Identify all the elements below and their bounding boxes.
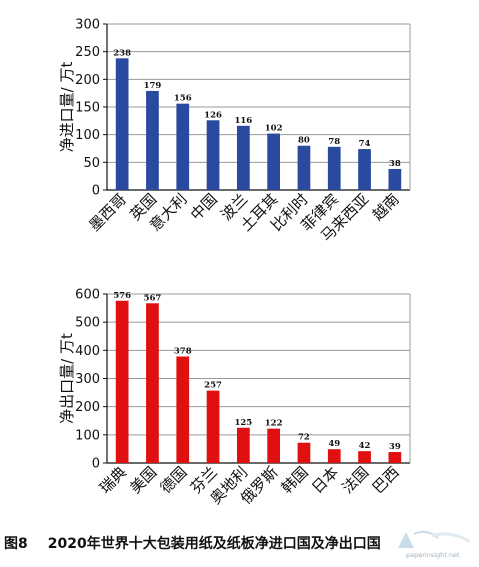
bar <box>297 145 311 190</box>
bar <box>115 58 129 190</box>
y-tick-label: 150 <box>75 101 100 116</box>
y-tick-label: 500 <box>75 316 100 331</box>
y-tick-label: 400 <box>75 344 100 359</box>
x-tick-label: 法国 <box>338 463 372 497</box>
data-label: 78 <box>328 137 340 147</box>
y-tick-label: 200 <box>75 73 100 88</box>
figure-number: 图8 <box>4 536 28 552</box>
watermark-logo-icon <box>398 530 471 548</box>
data-label: 156 <box>174 94 192 104</box>
bar <box>236 125 250 190</box>
data-label: 102 <box>265 124 283 134</box>
x-tick-label: 德国 <box>157 463 191 497</box>
y-tick-label: 100 <box>75 128 100 143</box>
data-label: 49 <box>328 439 340 449</box>
bar <box>115 300 129 463</box>
x-tick-label: 巴西 <box>369 463 403 497</box>
data-label: 125 <box>234 418 252 428</box>
x-tick-label: 韩国 <box>278 463 312 497</box>
data-label: 72 <box>298 433 310 443</box>
bar <box>236 427 250 463</box>
bar <box>388 452 402 463</box>
y-tick-label: 50 <box>83 156 100 171</box>
data-label: 179 <box>144 81 162 91</box>
data-label: 567 <box>144 293 162 303</box>
bar <box>358 451 371 463</box>
data-label: 74 <box>359 139 371 149</box>
y-tick-label: 250 <box>75 45 100 60</box>
data-label: 257 <box>204 381 222 391</box>
x-tick-label: 瑞典 <box>96 463 130 497</box>
x-tick-label: 美国 <box>126 463 160 497</box>
bar <box>176 103 190 190</box>
data-label: 116 <box>234 116 252 126</box>
data-label: 42 <box>359 441 371 451</box>
bar <box>267 133 281 190</box>
data-label: 80 <box>298 136 310 146</box>
bar <box>176 356 190 463</box>
data-label: 39 <box>389 442 401 452</box>
bar <box>297 442 311 463</box>
data-label: 126 <box>204 110 222 120</box>
bar <box>206 120 220 190</box>
y-tick-label: 600 <box>75 288 100 303</box>
figure-caption: 图8 2020年世界十大包装用纸及纸板净进口国及净出口国 <box>4 533 476 553</box>
y-tick-label: 100 <box>75 428 100 443</box>
y-axis-label: 净进口量/ 万t <box>58 62 76 153</box>
y-axis-label: 净出口量/ 万t <box>58 333 76 424</box>
bar <box>327 449 341 463</box>
data-label: 378 <box>174 347 192 357</box>
bar <box>327 146 341 190</box>
data-label: 122 <box>265 419 283 429</box>
data-label: 576 <box>113 291 131 301</box>
y-tick-label: 300 <box>75 372 100 387</box>
y-tick-label: 0 <box>92 457 100 472</box>
bar <box>388 168 402 190</box>
x-tick-label: 日本 <box>308 463 342 497</box>
watermark-text: paperinsight.net <box>406 551 460 559</box>
bar <box>146 303 159 463</box>
y-tick-label: 200 <box>75 400 100 415</box>
x-tick-label: 越南 <box>369 190 403 224</box>
bar <box>358 149 371 190</box>
x-tick-label: 中国 <box>187 190 221 224</box>
bar <box>206 390 220 463</box>
data-label: 38 <box>389 159 401 169</box>
net-export-chart: 0 100 200 300 400 500 600 净出口量/ 万t 576 瑞典 567 美国 378… <box>58 288 411 508</box>
bar <box>146 90 159 190</box>
y-tick-label: 0 <box>92 184 100 199</box>
data-label: 238 <box>113 48 131 58</box>
figure-title: 2020年世界十大包装用纸及纸板净进口国及净出口国 <box>47 536 381 552</box>
bar <box>267 428 281 463</box>
watermark: paperinsight.net <box>392 528 476 562</box>
y-tick-label: 300 <box>75 18 100 33</box>
